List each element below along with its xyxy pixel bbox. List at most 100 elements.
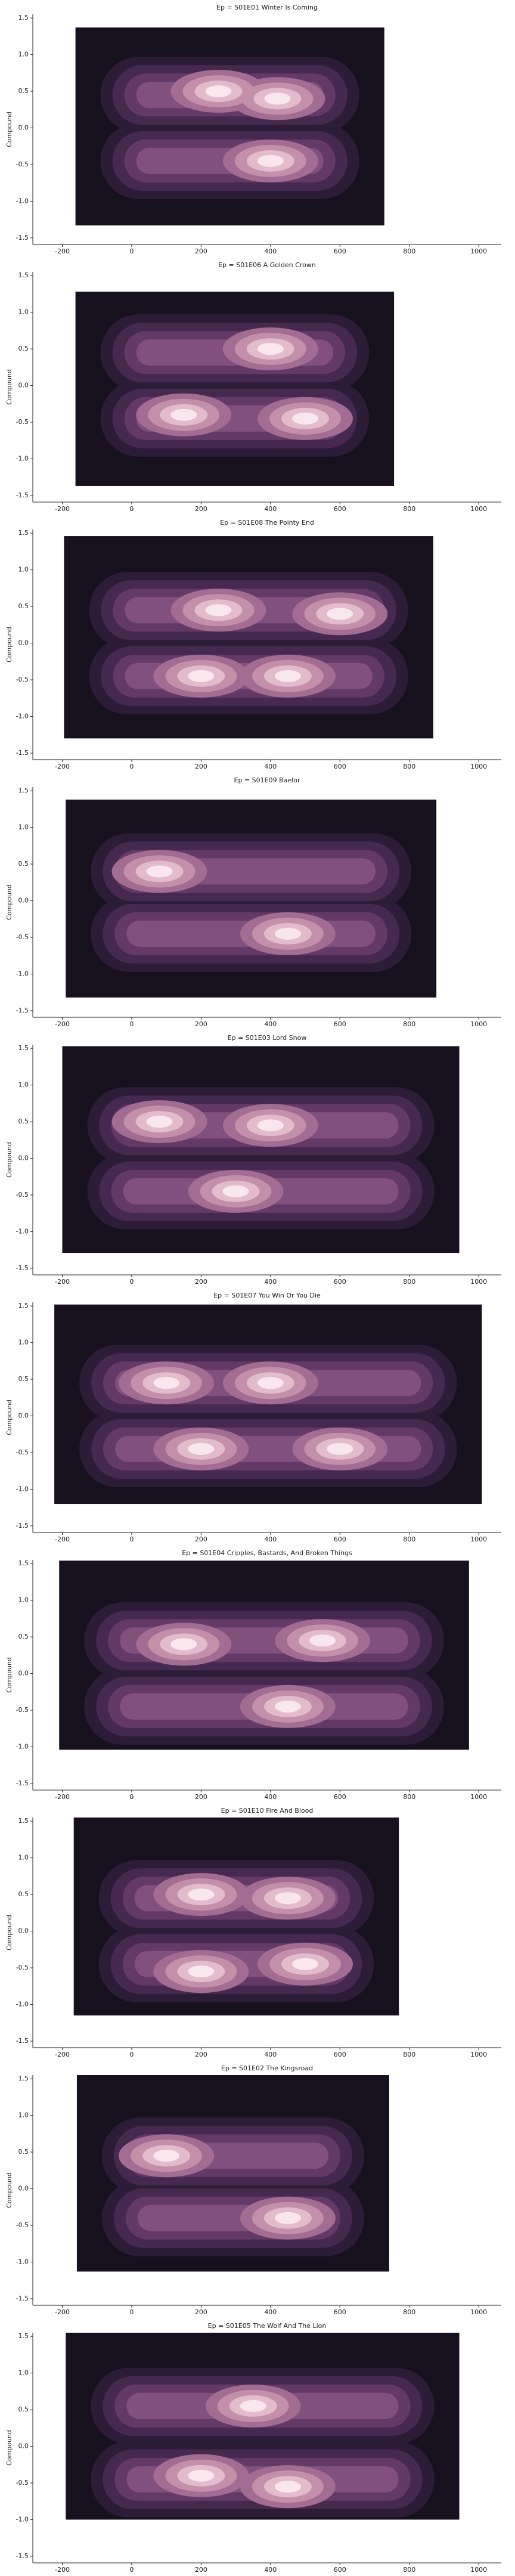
density-peak: [257, 1377, 284, 1389]
density-peak: [327, 608, 353, 620]
x-tick-label: 1000: [470, 1793, 487, 1801]
y-tick-label: 1.0: [18, 2369, 29, 2377]
y-tick-label: 0.5: [18, 1890, 29, 1898]
y-tick-label: -1.0: [16, 1742, 29, 1750]
x-tick-label: 800: [403, 1793, 415, 1801]
y-axis-label: Compound: [5, 1142, 13, 1178]
density-peak: [274, 670, 301, 682]
x-tick-label: 400: [264, 2308, 277, 2316]
y-tick-label: -1.0: [16, 1485, 29, 1493]
x-tick-label: -200: [55, 763, 70, 770]
x-tick-label: 1000: [470, 1020, 487, 1028]
y-tick-label: 1.0: [18, 1854, 29, 1862]
x-tick-label: 200: [195, 505, 207, 513]
y-tick-label: -1.0: [16, 2000, 29, 2008]
density-peak: [292, 1958, 319, 1970]
density-layers: [91, 2367, 435, 2518]
x-tick-label: 0: [129, 2308, 134, 2316]
panel-title: Ep = S01E09 Baelor: [234, 776, 300, 784]
x-tick-label: 600: [334, 505, 346, 513]
density-peak: [257, 343, 284, 355]
facet-panel: Ep = S01E10 Fire And Blood -1.5 -1.0 -0.5 0.…: [5, 1807, 501, 2058]
y-tick-label: 1.5: [18, 1817, 29, 1825]
x-tick-label: -200: [55, 2051, 70, 2058]
x-tick-label: -200: [55, 1535, 70, 1543]
x-tick-label: 600: [334, 2308, 346, 2316]
facet-panel: Ep = S01E02 The Kingsroad -1.5 -1.0 -0.5 0.0…: [5, 2064, 501, 2316]
facet-panel: Ep = S01E06 A Golden Crown -1.5 -1.0 -0.5 0.…: [5, 261, 501, 513]
y-tick-label: -1.5: [16, 1522, 29, 1530]
x-tick-label: 200: [195, 2308, 207, 2316]
y-tick-label: 1.0: [18, 51, 29, 58]
y-tick-label: -1.0: [16, 454, 29, 462]
x-tick-label: 600: [334, 247, 346, 255]
y-axis-label: Compound: [5, 627, 13, 662]
y-tick-label: 0.0: [18, 124, 29, 132]
x-tick-label: 0: [129, 1278, 134, 1286]
x-tick-label: 0: [129, 2566, 134, 2574]
x-tick-label: 400: [264, 505, 277, 513]
panel-title: Ep = S01E03 Lord Snow: [228, 1034, 307, 1042]
x-tick-label: 1000: [470, 2566, 487, 2574]
x-tick-label: 200: [195, 247, 207, 255]
y-tick-label: -1.5: [16, 2037, 29, 2045]
y-tick-label: 1.5: [18, 14, 29, 21]
x-tick-label: 800: [403, 1278, 415, 1286]
y-axis-label: Compound: [5, 2430, 13, 2466]
x-tick-label: 600: [334, 1278, 346, 1286]
x-tick-label: 200: [195, 1793, 207, 1801]
y-tick-label: -1.5: [16, 1779, 29, 1787]
x-tick-label: 1000: [470, 2051, 487, 2058]
y-tick-label: -1.0: [16, 2515, 29, 2523]
y-tick-label: -0.5: [16, 2479, 29, 2487]
density-peak: [188, 1888, 215, 1901]
panel-title: Ep = S01E06 A Golden Crown: [218, 261, 316, 269]
density-peak: [188, 2469, 215, 2482]
density-peak: [146, 865, 173, 878]
y-tick-label: 0.5: [18, 345, 29, 352]
density-layers: [98, 1860, 374, 2002]
y-tick-label: -1.5: [16, 749, 29, 757]
density-layers: [89, 572, 408, 714]
density-peak: [188, 1442, 215, 1455]
x-tick-label: 0: [129, 763, 134, 770]
y-tick-label: 1.5: [18, 529, 29, 537]
facet-panel: Ep = S01E01 Winter Is Coming -1.5 -1.0 -0.5…: [5, 4, 501, 255]
density-layers: [84, 1602, 444, 1745]
y-tick-label: -1.5: [16, 2552, 29, 2560]
panel-title: Ep = S01E08 The Pointy End: [220, 519, 314, 527]
y-tick-label: 0.5: [18, 1117, 29, 1125]
y-tick-label: 1.0: [18, 823, 29, 831]
x-tick-label: 400: [264, 763, 277, 770]
y-tick-label: 0.0: [18, 2185, 29, 2193]
y-tick-label: 0.5: [18, 602, 29, 610]
x-tick-label: 800: [403, 2051, 415, 2058]
y-tick-label: -0.5: [16, 418, 29, 426]
facet-panel: Ep = S01E05 The Wolf And The Lion -1.5 -1.…: [5, 2322, 501, 2576]
x-tick-label: 600: [334, 1020, 346, 1028]
y-tick-label: -0.5: [16, 1706, 29, 1714]
x-tick-label: 400: [264, 1793, 277, 1801]
y-tick-label: -1.5: [16, 1264, 29, 1272]
x-tick-label: 600: [334, 2051, 346, 2058]
x-tick-label: 400: [264, 247, 277, 255]
density-peak: [170, 1638, 197, 1651]
y-tick-label: -1.5: [16, 234, 29, 242]
density-peak: [205, 604, 232, 617]
x-tick-label: 800: [403, 2308, 415, 2316]
x-tick-label: 400: [264, 1535, 277, 1543]
x-tick-label: 600: [334, 763, 346, 770]
facet-panel: Ep = S01E04 Cripples, Bastards, And Brok…: [5, 1549, 501, 1801]
y-tick-label: -0.5: [16, 1964, 29, 1971]
x-tick-label: 800: [403, 1020, 415, 1028]
panel-title: Ep = S01E05 The Wolf And The Lion: [208, 2322, 327, 2330]
y-axis-label: Compound: [5, 112, 13, 147]
panel-title: Ep = S01E01 Winter Is Coming: [216, 4, 318, 11]
x-tick-label: 1000: [470, 2308, 487, 2316]
x-tick-label: 1000: [470, 247, 487, 255]
y-tick-label: 0.5: [18, 87, 29, 95]
x-tick-label: 0: [129, 505, 134, 513]
y-tick-label: 1.5: [18, 271, 29, 279]
y-tick-label: 0.0: [18, 1154, 29, 1162]
x-tick-label: 200: [195, 1278, 207, 1286]
